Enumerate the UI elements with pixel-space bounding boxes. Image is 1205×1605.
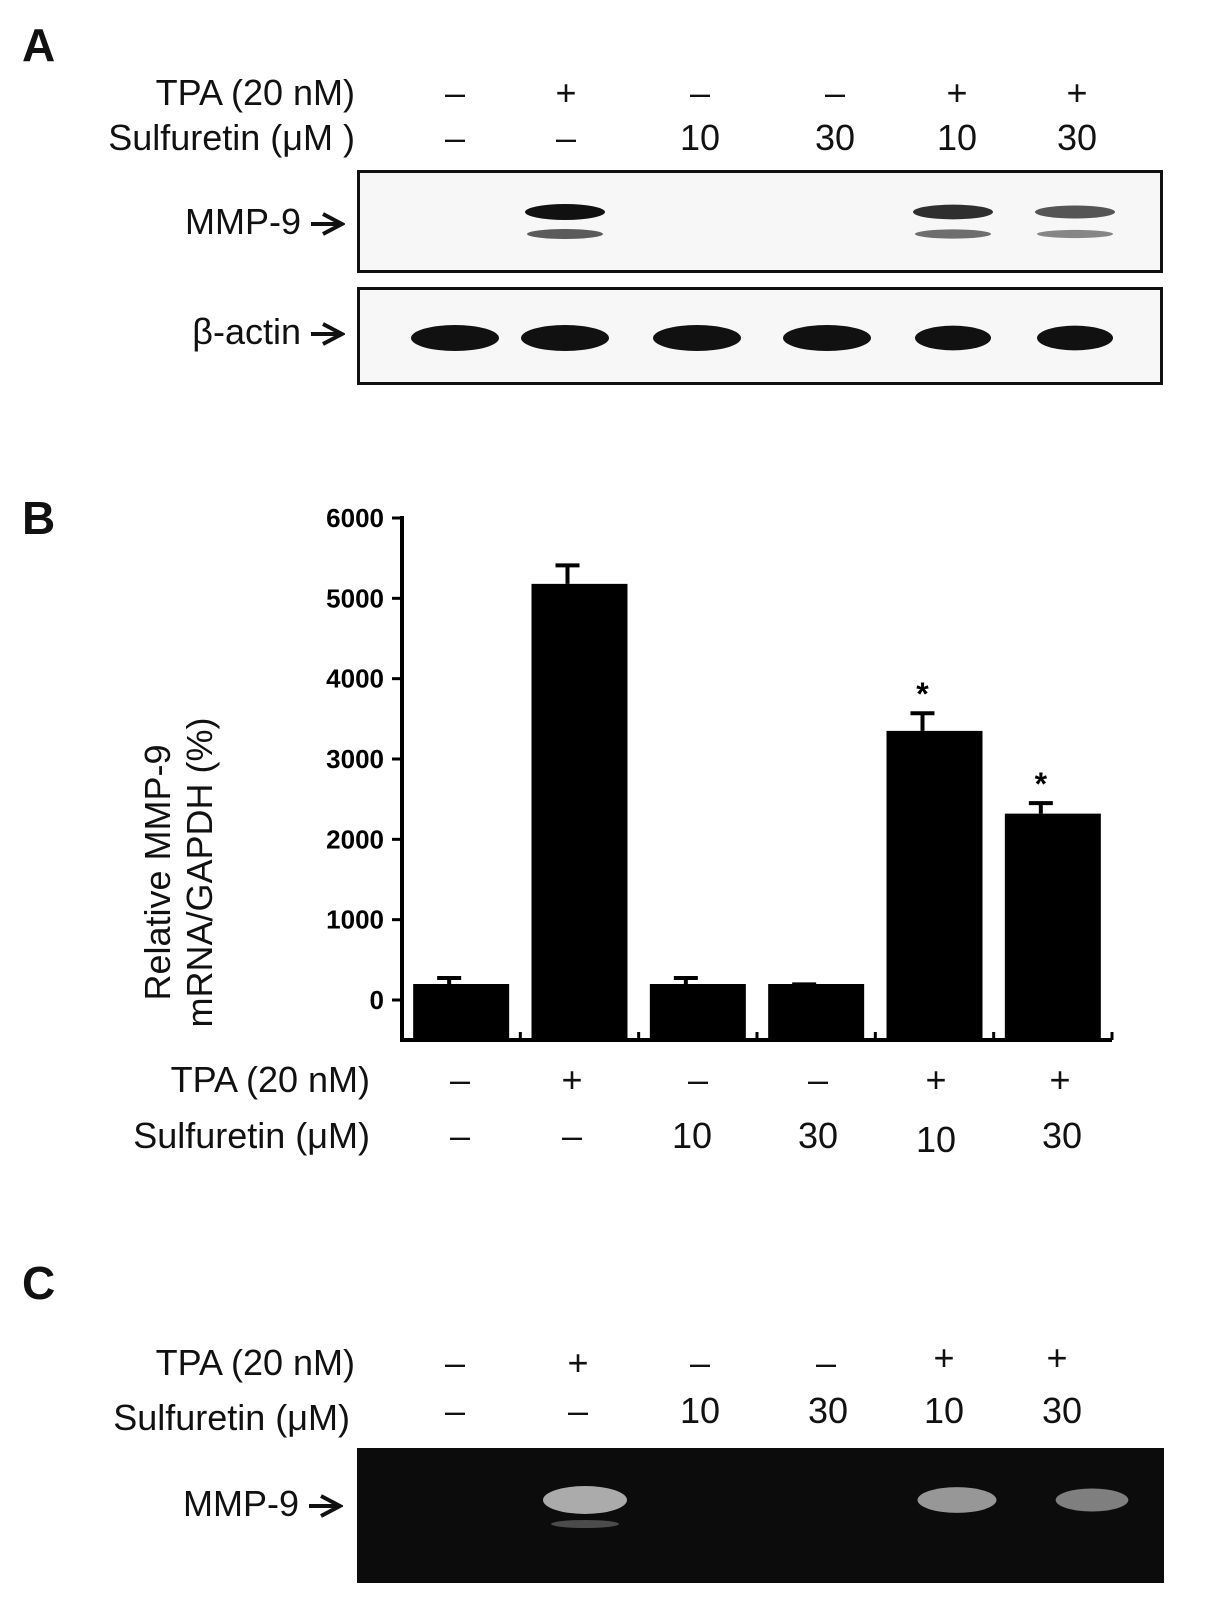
actin-band-2 bbox=[521, 325, 609, 351]
panel-a-sulf-lane-4: 30 bbox=[814, 117, 856, 158]
panel-b-sulf-lane-5: 10 bbox=[915, 1119, 957, 1160]
panel-a-tpa-lane-5: + bbox=[946, 72, 968, 113]
panel-a-sulf-lane-5: 10 bbox=[936, 117, 978, 158]
panel-a-tpa-lane-3: – bbox=[689, 72, 711, 113]
panel-a-mmp9-marker: MMP-9 bbox=[185, 204, 345, 240]
panel-a-sulfuretin-label: Sulfuretin (μM ) bbox=[108, 117, 355, 158]
arrow-right-icon bbox=[311, 322, 345, 347]
mmp9-band-upper-6 bbox=[1035, 205, 1115, 219]
panel-c-tpa-lane-6: + bbox=[1046, 1337, 1068, 1378]
y-tick-label: 2000 bbox=[326, 824, 384, 854]
panel-c-sulf-lane-3: 10 bbox=[679, 1390, 721, 1431]
zymogram-band-6 bbox=[1055, 1488, 1129, 1512]
panel-c-sulf-lane-6: 30 bbox=[1041, 1390, 1083, 1431]
mmp9-band-lower-5 bbox=[915, 229, 991, 239]
panel-c-sulf-lane-1: – bbox=[444, 1390, 466, 1431]
bar-6 bbox=[1004, 813, 1101, 1040]
panel-a-actin-marker: β-actin bbox=[192, 314, 345, 350]
panel-b-sulf-lane-4: 30 bbox=[797, 1115, 839, 1156]
panel-c-tpa-lane-5: + bbox=[933, 1337, 955, 1378]
zymogram-band-2 bbox=[543, 1486, 627, 1514]
panel-c-letter: C bbox=[22, 1257, 56, 1309]
panel-c-sulf-lane-2: – bbox=[567, 1390, 589, 1431]
panel-b-sulf-lane-1: – bbox=[449, 1115, 471, 1156]
y-tick-label: 1000 bbox=[326, 905, 384, 935]
panel-c-tpa-lane-4: – bbox=[815, 1342, 837, 1383]
panel-b-tpa-lane-5: + bbox=[925, 1059, 947, 1100]
actin-band-4 bbox=[783, 325, 871, 351]
arrow-right-icon bbox=[309, 1494, 343, 1519]
panel-a-sulf-lane-2: – bbox=[555, 117, 577, 158]
panel-a-sulf-lane-6: 30 bbox=[1056, 117, 1098, 158]
y-tick-label: 0 bbox=[370, 985, 384, 1015]
panel-c-zymogram bbox=[357, 1448, 1164, 1583]
zymogram-band-5 bbox=[917, 1487, 997, 1513]
panel-b-sulfuretin-label: Sulfuretin (μM) bbox=[133, 1115, 370, 1156]
panel-a-tpa-lane-2: + bbox=[555, 72, 577, 113]
panel-b-bar-chart: 0 1000 2000 3000 4000 5000 6000 Relative MMP-9m… bbox=[137, 503, 1114, 1042]
mmp9-band-upper-5 bbox=[913, 204, 993, 220]
zymogram-band-lower-2 bbox=[551, 1520, 619, 1528]
panel-b-sulf-lane-6: 30 bbox=[1041, 1115, 1083, 1156]
panel-b-tpa-lane-6: + bbox=[1049, 1059, 1071, 1100]
significance-marker-5: * bbox=[916, 676, 929, 712]
panel-a-letter: A bbox=[22, 19, 56, 71]
panel-b-tpa-lane-3: – bbox=[687, 1059, 709, 1100]
panel-c-sulf-lane-4: 30 bbox=[807, 1390, 849, 1431]
panel-a-actin-blot bbox=[357, 287, 1163, 385]
bar-1 bbox=[413, 984, 510, 1040]
panel-b-tpa-lane-4: – bbox=[807, 1059, 829, 1100]
panel-b-tpa-lane-1: – bbox=[449, 1059, 471, 1100]
panel-b-tpa-label: TPA (20 nM) bbox=[170, 1059, 370, 1100]
bar-4 bbox=[768, 984, 865, 1040]
panel-a-tpa-label: TPA (20 nM) bbox=[155, 72, 355, 113]
panel-c-sulfuretin-label: Sulfuretin (μM) bbox=[113, 1397, 350, 1438]
panel-c-tpa-lane-3: – bbox=[689, 1342, 711, 1383]
significance-marker-6: * bbox=[1035, 766, 1048, 802]
bar-5 bbox=[886, 730, 983, 1040]
y-tick-label: 5000 bbox=[326, 583, 384, 613]
panel-c-mmp9-marker: MMP-9 bbox=[183, 1486, 343, 1522]
mmp9-band-lower-6 bbox=[1037, 229, 1113, 239]
panel-a-mmp9-blot bbox=[357, 170, 1163, 273]
y-tick-label: 3000 bbox=[326, 744, 384, 774]
actin-band-3 bbox=[653, 325, 741, 351]
panel-c-tpa-lane-2: + bbox=[567, 1342, 589, 1383]
panel-b-sulf-lane-2: – bbox=[561, 1115, 583, 1156]
panel-c-mmp9-label: MMP-9 bbox=[183, 1483, 299, 1524]
panel-a-sulf-lane-1: – bbox=[444, 117, 466, 158]
bar-2 bbox=[531, 583, 628, 1040]
panel-b-letter: B bbox=[22, 492, 56, 544]
panel-a-tpa-lane-6: + bbox=[1066, 72, 1088, 113]
zymogram-background bbox=[357, 1448, 1164, 1583]
panel-a-tpa-lane-1: – bbox=[444, 72, 466, 113]
y-axis-label: Relative MMP-9mRNA/GAPDH (%) bbox=[137, 717, 220, 1027]
actin-band-6 bbox=[1037, 325, 1113, 351]
panel-a-actin-label: β-actin bbox=[192, 311, 301, 352]
bar-3 bbox=[649, 984, 746, 1040]
panel-a-mmp9-label: MMP-9 bbox=[185, 201, 301, 242]
panel-a-tpa-lane-4: – bbox=[824, 72, 846, 113]
arrow-right-icon bbox=[311, 212, 345, 237]
mmp9-band-lower-2 bbox=[527, 229, 603, 239]
panel-b-tpa-lane-2: + bbox=[561, 1059, 583, 1100]
mmp9-band-upper-2 bbox=[525, 204, 605, 220]
panel-a-sulf-lane-3: 10 bbox=[679, 117, 721, 158]
panel-c-sulf-lane-5: 10 bbox=[923, 1390, 965, 1431]
actin-band-5 bbox=[915, 325, 991, 351]
y-tick-label: 6000 bbox=[326, 503, 384, 533]
panel-b-sulf-lane-3: 10 bbox=[671, 1115, 713, 1156]
panel-c-tpa-lane-1: – bbox=[444, 1342, 466, 1383]
y-tick-label: 4000 bbox=[326, 664, 384, 694]
actin-band-1 bbox=[411, 325, 499, 351]
panel-c-tpa-label: TPA (20 nM) bbox=[155, 1342, 355, 1383]
